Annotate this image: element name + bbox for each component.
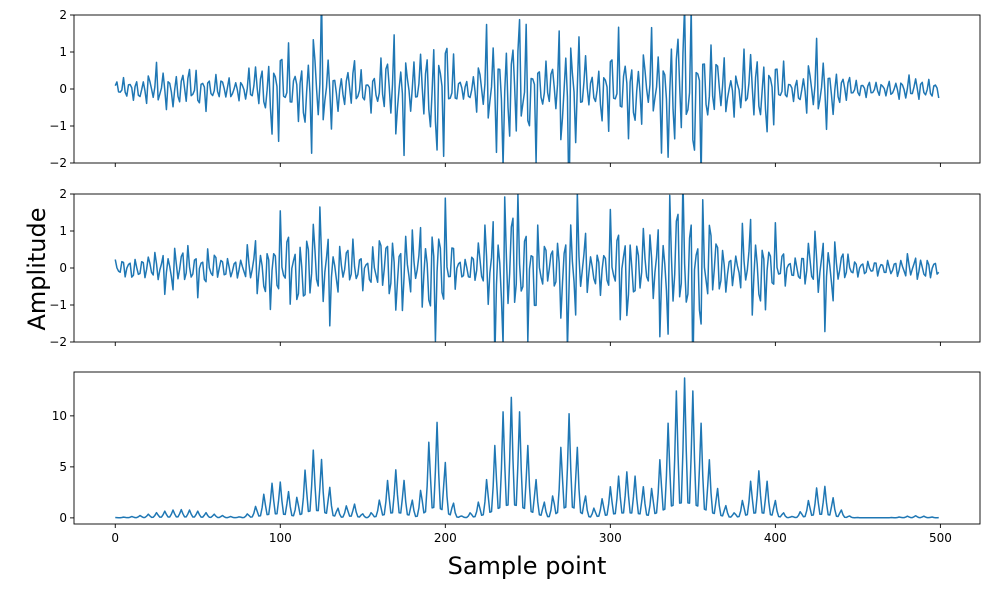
y-tick-label: 5: [59, 460, 67, 474]
y-tick-label: 2: [59, 8, 67, 22]
x-tick-label: 300: [599, 531, 622, 545]
y-axis-title: Amplitude: [23, 208, 51, 331]
y-tick-label: 0: [59, 261, 67, 275]
y-tick-label: −1: [49, 119, 67, 133]
subplot-2: −2 −1 0 1 2: [49, 187, 981, 349]
series-line-2: [114, 194, 940, 342]
y-tick-label: 0: [59, 511, 67, 525]
y-tick-label: 2: [59, 187, 67, 201]
y-tick-label: 1: [59, 45, 67, 59]
y-tick-label: 0: [59, 82, 67, 96]
x-tick-label: 0: [111, 531, 119, 545]
y-tick-label: −2: [49, 156, 67, 170]
subplot-1: −2 −1 0 1 2: [49, 8, 981, 170]
x-tick-label: 200: [434, 531, 457, 545]
x-axis-title: Sample point: [448, 552, 607, 580]
y-tick-label: 10: [52, 409, 67, 423]
x-tick-label: 400: [764, 531, 787, 545]
series-line-1: [114, 15, 940, 163]
axes-frame-3: [73, 371, 981, 525]
series-line-3: [115, 377, 939, 519]
y-tick-label: 1: [59, 224, 67, 238]
x-tick-label: 100: [269, 531, 292, 545]
x-tick-label: 500: [929, 531, 952, 545]
y-tick-label: −1: [49, 298, 67, 312]
y-tick-label: −2: [49, 335, 67, 349]
